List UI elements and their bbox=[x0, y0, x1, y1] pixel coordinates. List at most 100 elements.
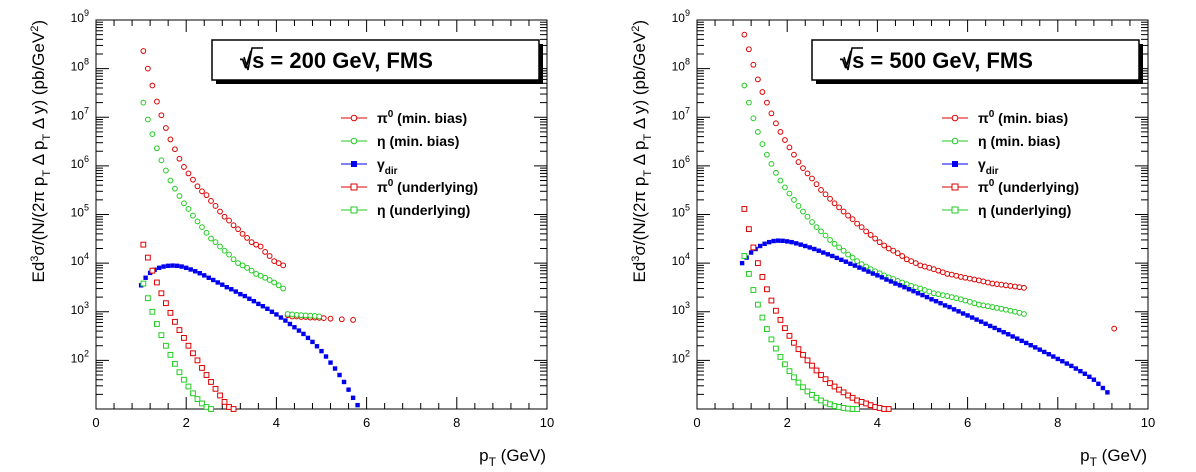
data-point bbox=[822, 232, 829, 239]
data-point bbox=[836, 204, 842, 211]
data-point bbox=[885, 406, 892, 412]
data-point bbox=[163, 300, 169, 307]
data-point bbox=[199, 224, 205, 231]
data-point bbox=[337, 372, 342, 378]
data-point bbox=[912, 260, 919, 267]
data-point bbox=[786, 332, 793, 339]
data-point bbox=[208, 406, 214, 412]
data-point bbox=[768, 160, 775, 167]
data-point bbox=[849, 254, 856, 261]
data-point bbox=[782, 184, 788, 191]
y-tick-label: 107 bbox=[71, 105, 89, 122]
data-point bbox=[861, 267, 867, 272]
data-point bbox=[172, 185, 178, 192]
data-point bbox=[804, 357, 811, 364]
data-point bbox=[854, 406, 861, 412]
data-point bbox=[858, 224, 865, 231]
legend-marker bbox=[952, 161, 958, 167]
data-point bbox=[800, 208, 806, 215]
data-point bbox=[771, 238, 776, 244]
data-point bbox=[167, 177, 174, 184]
data-point bbox=[818, 228, 824, 235]
data-point bbox=[840, 389, 847, 396]
data-point bbox=[1019, 338, 1024, 344]
data-point bbox=[966, 275, 973, 282]
data-point bbox=[211, 277, 216, 283]
y-tick-label: 102 bbox=[71, 348, 89, 365]
data-point bbox=[866, 269, 871, 274]
data-point bbox=[947, 304, 952, 310]
data-point bbox=[789, 239, 794, 245]
data-point bbox=[248, 239, 255, 246]
data-point bbox=[839, 257, 844, 263]
data-point bbox=[795, 346, 802, 353]
data-point bbox=[239, 230, 246, 237]
series-3 bbox=[138, 263, 360, 408]
data-point bbox=[766, 239, 772, 245]
data-point bbox=[262, 274, 269, 281]
data-point bbox=[924, 294, 930, 300]
data-point bbox=[745, 46, 752, 53]
data-point bbox=[804, 388, 811, 395]
data-point bbox=[750, 287, 757, 293]
data-point bbox=[1055, 356, 1060, 362]
data-point bbox=[203, 192, 210, 199]
data-point bbox=[280, 262, 287, 269]
data-point bbox=[149, 308, 156, 315]
data-point bbox=[745, 226, 752, 233]
data-point bbox=[818, 372, 824, 378]
data-point bbox=[750, 61, 757, 68]
data-point bbox=[153, 145, 160, 152]
data-point bbox=[144, 116, 151, 123]
y-tick-label: 105 bbox=[672, 203, 690, 220]
data-point bbox=[890, 247, 897, 254]
data-point bbox=[893, 281, 898, 286]
data-point bbox=[848, 261, 853, 266]
data-point bbox=[845, 251, 851, 258]
x-tick-label: 2 bbox=[784, 415, 791, 430]
data-point bbox=[185, 383, 192, 390]
data-point bbox=[884, 277, 889, 282]
data-point bbox=[266, 277, 273, 283]
chart-title: √s = 500 GeV, FMS bbox=[840, 48, 1033, 73]
data-point bbox=[920, 292, 925, 298]
data-point bbox=[229, 287, 234, 292]
data-point bbox=[1096, 381, 1101, 386]
data-point bbox=[741, 31, 748, 38]
data-point bbox=[741, 206, 748, 212]
data-point bbox=[813, 367, 820, 374]
data-point bbox=[215, 280, 220, 285]
series-1 bbox=[741, 31, 1118, 332]
data-point bbox=[983, 321, 988, 327]
data-point bbox=[140, 99, 147, 106]
data-point bbox=[140, 241, 147, 248]
data-point bbox=[220, 282, 225, 287]
data-point bbox=[938, 300, 943, 306]
data-point bbox=[956, 309, 961, 314]
data-point bbox=[194, 357, 201, 364]
chart-title: √s = 200 GeV, FMS bbox=[240, 48, 433, 73]
legend-marker bbox=[951, 114, 959, 122]
data-point bbox=[996, 327, 1002, 333]
data-point bbox=[992, 325, 997, 331]
data-point bbox=[341, 379, 347, 385]
data-point bbox=[238, 291, 243, 297]
data-point bbox=[777, 316, 784, 323]
data-point bbox=[775, 238, 781, 243]
data-point bbox=[257, 243, 264, 250]
data-point bbox=[301, 331, 306, 337]
data-point bbox=[179, 264, 184, 269]
data-point bbox=[902, 284, 907, 290]
legend-label: η (min. bias) bbox=[978, 133, 1060, 149]
y-tick-label: 102 bbox=[672, 348, 690, 365]
data-point bbox=[827, 380, 833, 387]
data-point bbox=[944, 271, 951, 277]
x-tick-label: 2 bbox=[183, 415, 190, 430]
series-4 bbox=[741, 206, 892, 412]
data-point bbox=[754, 128, 761, 135]
data-point bbox=[193, 269, 198, 274]
data-point bbox=[759, 274, 766, 280]
data-point bbox=[305, 335, 311, 341]
data-point bbox=[265, 306, 270, 311]
